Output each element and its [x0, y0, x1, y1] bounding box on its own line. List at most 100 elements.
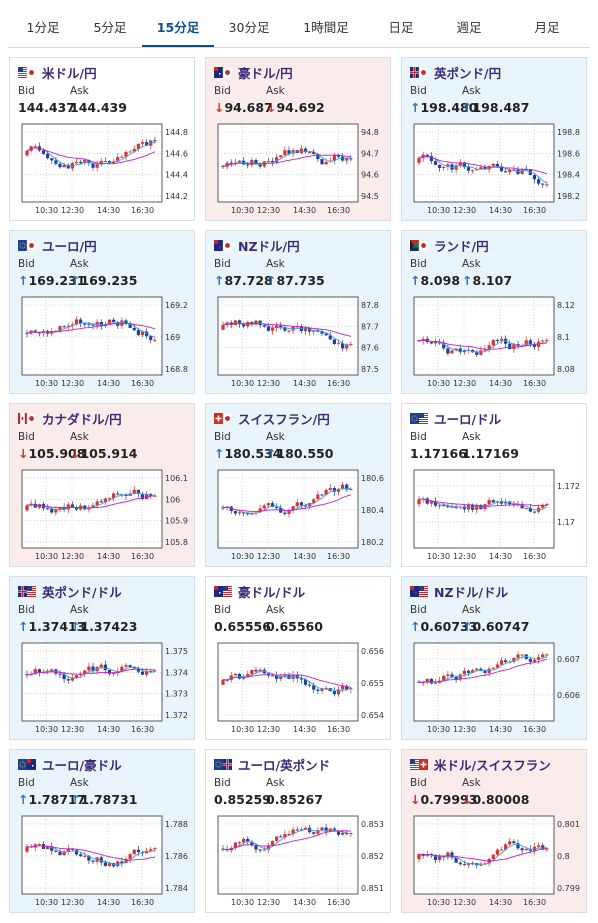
x-tick-label: 12:30 [257, 552, 280, 561]
rate-card[interactable]: カナダドル/円 Bid Ask ↓105.908 ↓105.914 106.1 106 105… [9, 403, 195, 567]
rate-card[interactable]: 豪ドル/ドル Bid Ask 0.65556 0.65560 0.656 0.655 0.65… [205, 576, 391, 740]
pair-title[interactable]: カナダドル/円 [18, 409, 122, 427]
mini-chart[interactable]: 106.1 106 105.9 105.8 10:30 12:30 14:30 16:30 [10, 464, 196, 568]
bid-value-text: 198.480 [420, 100, 478, 115]
pair-name[interactable]: ユーロ/円 [42, 238, 97, 254]
ask-value: 1.17169 [462, 446, 519, 461]
y-tick-label: 1.375 [165, 647, 188, 656]
pair-title[interactable]: 英ポンド/ドル [18, 582, 122, 600]
au-jp-flag-icon [214, 66, 232, 78]
pair-name[interactable]: ユーロ/英ポンド [238, 757, 331, 773]
tab-7[interactable]: 月足 [534, 20, 560, 35]
rate-card[interactable]: 英ポンド/ドル Bid Ask ↑1.37413 ↑1.37423 1.375 1.374 1… [9, 576, 195, 740]
rate-card[interactable]: 英ポンド/円 Bid Ask ↑198.480 ↑198.487 198.8 198.6 19… [401, 57, 587, 221]
pair-title[interactable]: ユーロ/ドル [410, 409, 501, 427]
x-tick-label: 12:30 [257, 898, 280, 907]
rate-card[interactable]: NZドル/ドル Bid Ask ↑0.60733 ↑0.60747 0.607 0.606 1… [401, 576, 587, 740]
mini-chart[interactable]: 0.853 0.852 0.851 10:30 12:30 14:30 16:30 [206, 810, 392, 914]
pair-name[interactable]: NZドル/円 [238, 238, 300, 254]
tab-1[interactable]: 5分足 [93, 20, 127, 35]
bid-value: ↑198.480 [410, 100, 477, 115]
pair-name[interactable]: 豪ドル/ドル [238, 584, 306, 600]
y-tick-label: 94.6 [361, 171, 379, 180]
rate-card[interactable]: ユーロ/ドル Bid Ask 1.17166 1.17169 1.172 1.17 10:30… [401, 403, 587, 567]
y-tick-label: 198.4 [557, 171, 580, 180]
tab-5[interactable]: 日足 [388, 20, 414, 35]
mini-chart[interactable]: 198.8 198.6 198.4 198.2 10:30 12:30 14:30 16:30 [402, 118, 588, 222]
pair-name[interactable]: ユーロ/ドル [434, 411, 502, 427]
us-jp-flag-icon [18, 66, 36, 78]
pair-name[interactable]: ランド/円 [434, 238, 489, 254]
ask-value: 0.85267 [266, 792, 323, 807]
pair-title[interactable]: 米ドル/スイスフラン [410, 755, 551, 773]
y-tick-label: 169 [165, 333, 180, 342]
arrow-down-icon: ↓ [266, 100, 277, 115]
rate-card[interactable]: ユーロ/円 Bid Ask ↑169.231 ↑169.235 169.2 169 168.8… [9, 230, 195, 394]
rate-card[interactable]: ユーロ/英ポンド Bid Ask 0.85259 0.85267 0.853 0.852 0.… [205, 749, 391, 913]
bid-label: Bid [214, 258, 231, 270]
bid-label: Bid [18, 258, 35, 270]
mini-chart[interactable]: 1.375 1.374 1.373 1.372 10:30 12:30 14:30 16:30 [10, 637, 196, 741]
mini-chart[interactable]: 1.788 1.786 1.784 10:30 12:30 14:30 16:30 [10, 810, 196, 914]
tab-6[interactable]: 週足 [456, 20, 482, 35]
mini-chart[interactable]: 0.801 0.8 0.799 10:30 12:30 14:30 16:30 [402, 810, 588, 914]
pair-name[interactable]: 豪ドル/円 [238, 65, 293, 81]
pair-name[interactable]: 英ポンド/円 [434, 65, 502, 81]
mini-chart[interactable]: 8.12 8.1 8.08 10:30 12:30 14:30 16:30 [402, 291, 588, 395]
pair-title[interactable]: 米ドル/円 [18, 63, 97, 81]
tab-2[interactable]: 15分足 [142, 8, 214, 47]
tab-3[interactable]: 30分足 [228, 20, 270, 35]
bid-value: 1.17166 [410, 446, 467, 461]
pair-title[interactable]: ユーロ/円 [18, 236, 97, 254]
y-tick-label: 168.8 [165, 365, 188, 374]
mini-chart[interactable]: 144.8 144.6 144.4 144.2 10:30 12:30 14:30 16:30 [10, 118, 196, 222]
rate-card[interactable]: 米ドル/円 Bid Ask 144.437 144.439 144.8 144.6 144.4… [9, 57, 195, 221]
mini-chart[interactable]: 87.8 87.7 87.6 87.5 10:30 12:30 14:30 16:30 [206, 291, 392, 395]
mini-chart[interactable]: 1.172 1.17 10:30 12:30 14:30 16:30 [402, 464, 588, 568]
mini-chart[interactable]: 0.607 0.606 10:30 12:30 14:30 16:30 [402, 637, 588, 741]
pair-title[interactable]: 豪ドル/ドル [214, 582, 305, 600]
ask-label: Ask [266, 777, 285, 789]
tab-0[interactable]: 1分足 [26, 20, 60, 35]
x-tick-label: 10:30 [35, 379, 58, 388]
au-us-flag-icon [214, 585, 232, 597]
x-tick-label: 14:30 [97, 206, 120, 215]
rate-card[interactable]: NZドル/円 Bid Ask ↑87.728 ↑87.735 87.8 87.7 87.6 87… [205, 230, 391, 394]
pair-name[interactable]: 英ポンド/ドル [42, 584, 122, 600]
pair-name[interactable]: カナダドル/円 [42, 411, 122, 427]
pair-name[interactable]: 米ドル/円 [42, 65, 97, 81]
mini-chart[interactable]: 169.2 169 168.8 10:30 12:30 14:30 16:30 [10, 291, 196, 395]
pair-name[interactable]: ユーロ/豪ドル [42, 757, 122, 773]
ask-value-text: 0.85267 [266, 792, 323, 807]
pair-name[interactable]: 米ドル/スイスフラン [434, 757, 551, 773]
bid-label: Bid [214, 431, 231, 443]
mini-chart[interactable]: 94.8 94.7 94.6 94.5 10:30 12:30 14:30 16:30 [206, 118, 392, 222]
y-tick-label: 1.372 [165, 711, 188, 720]
tab-4[interactable]: 1時間足 [303, 20, 349, 35]
rate-card[interactable]: スイスフラン/円 Bid Ask ↑180.534 ↑180.550 180.6 180.4… [205, 403, 391, 567]
pair-name[interactable]: NZドル/ドル [434, 584, 509, 600]
pair-title[interactable]: NZドル/円 [214, 236, 300, 254]
pair-title[interactable]: 英ポンド/円 [410, 63, 501, 81]
rate-card[interactable]: ユーロ/豪ドル Bid Ask ↑1.78717 ↑1.78731 1.788 1.786 1… [9, 749, 195, 913]
bid-value: ↓0.79993 [410, 792, 477, 807]
pair-title[interactable]: ランド/円 [410, 236, 489, 254]
pair-title[interactable]: スイスフラン/円 [214, 409, 330, 427]
pair-title[interactable]: ユーロ/英ポンド [214, 755, 330, 773]
pair-title[interactable]: NZドル/ドル [410, 582, 508, 600]
x-tick-label: 12:30 [453, 379, 476, 388]
rate-card[interactable]: 豪ドル/円 Bid Ask ↓94.687 ↓94.692 94.8 94.7 94.6 94.… [205, 57, 391, 221]
ask-label: Ask [462, 777, 481, 789]
pair-name[interactable]: スイスフラン/円 [238, 411, 330, 427]
pair-title[interactable]: 豪ドル/円 [214, 63, 293, 81]
ask-value-text: 0.80008 [472, 792, 530, 807]
rate-card[interactable]: 米ドル/スイスフラン Bid Ask ↓0.79993 ↓0.80008 0.801 0.8… [401, 749, 587, 913]
bid-value: ↑180.534 [214, 446, 281, 461]
x-tick-label: 10:30 [35, 725, 58, 734]
rate-card[interactable]: ランド/円 Bid Ask ↑8.098 ↑8.107 8.12 8.1 8.08 10:30 1… [401, 230, 587, 394]
pair-title[interactable]: ユーロ/豪ドル [18, 755, 122, 773]
x-tick-label: 14:30 [489, 379, 512, 388]
x-tick-label: 10:30 [231, 725, 254, 734]
mini-chart[interactable]: 0.656 0.655 0.654 10:30 12:30 14:30 16:30 [206, 637, 392, 741]
mini-chart[interactable]: 180.6 180.4 180.2 10:30 12:30 14:30 16:30 [206, 464, 392, 568]
